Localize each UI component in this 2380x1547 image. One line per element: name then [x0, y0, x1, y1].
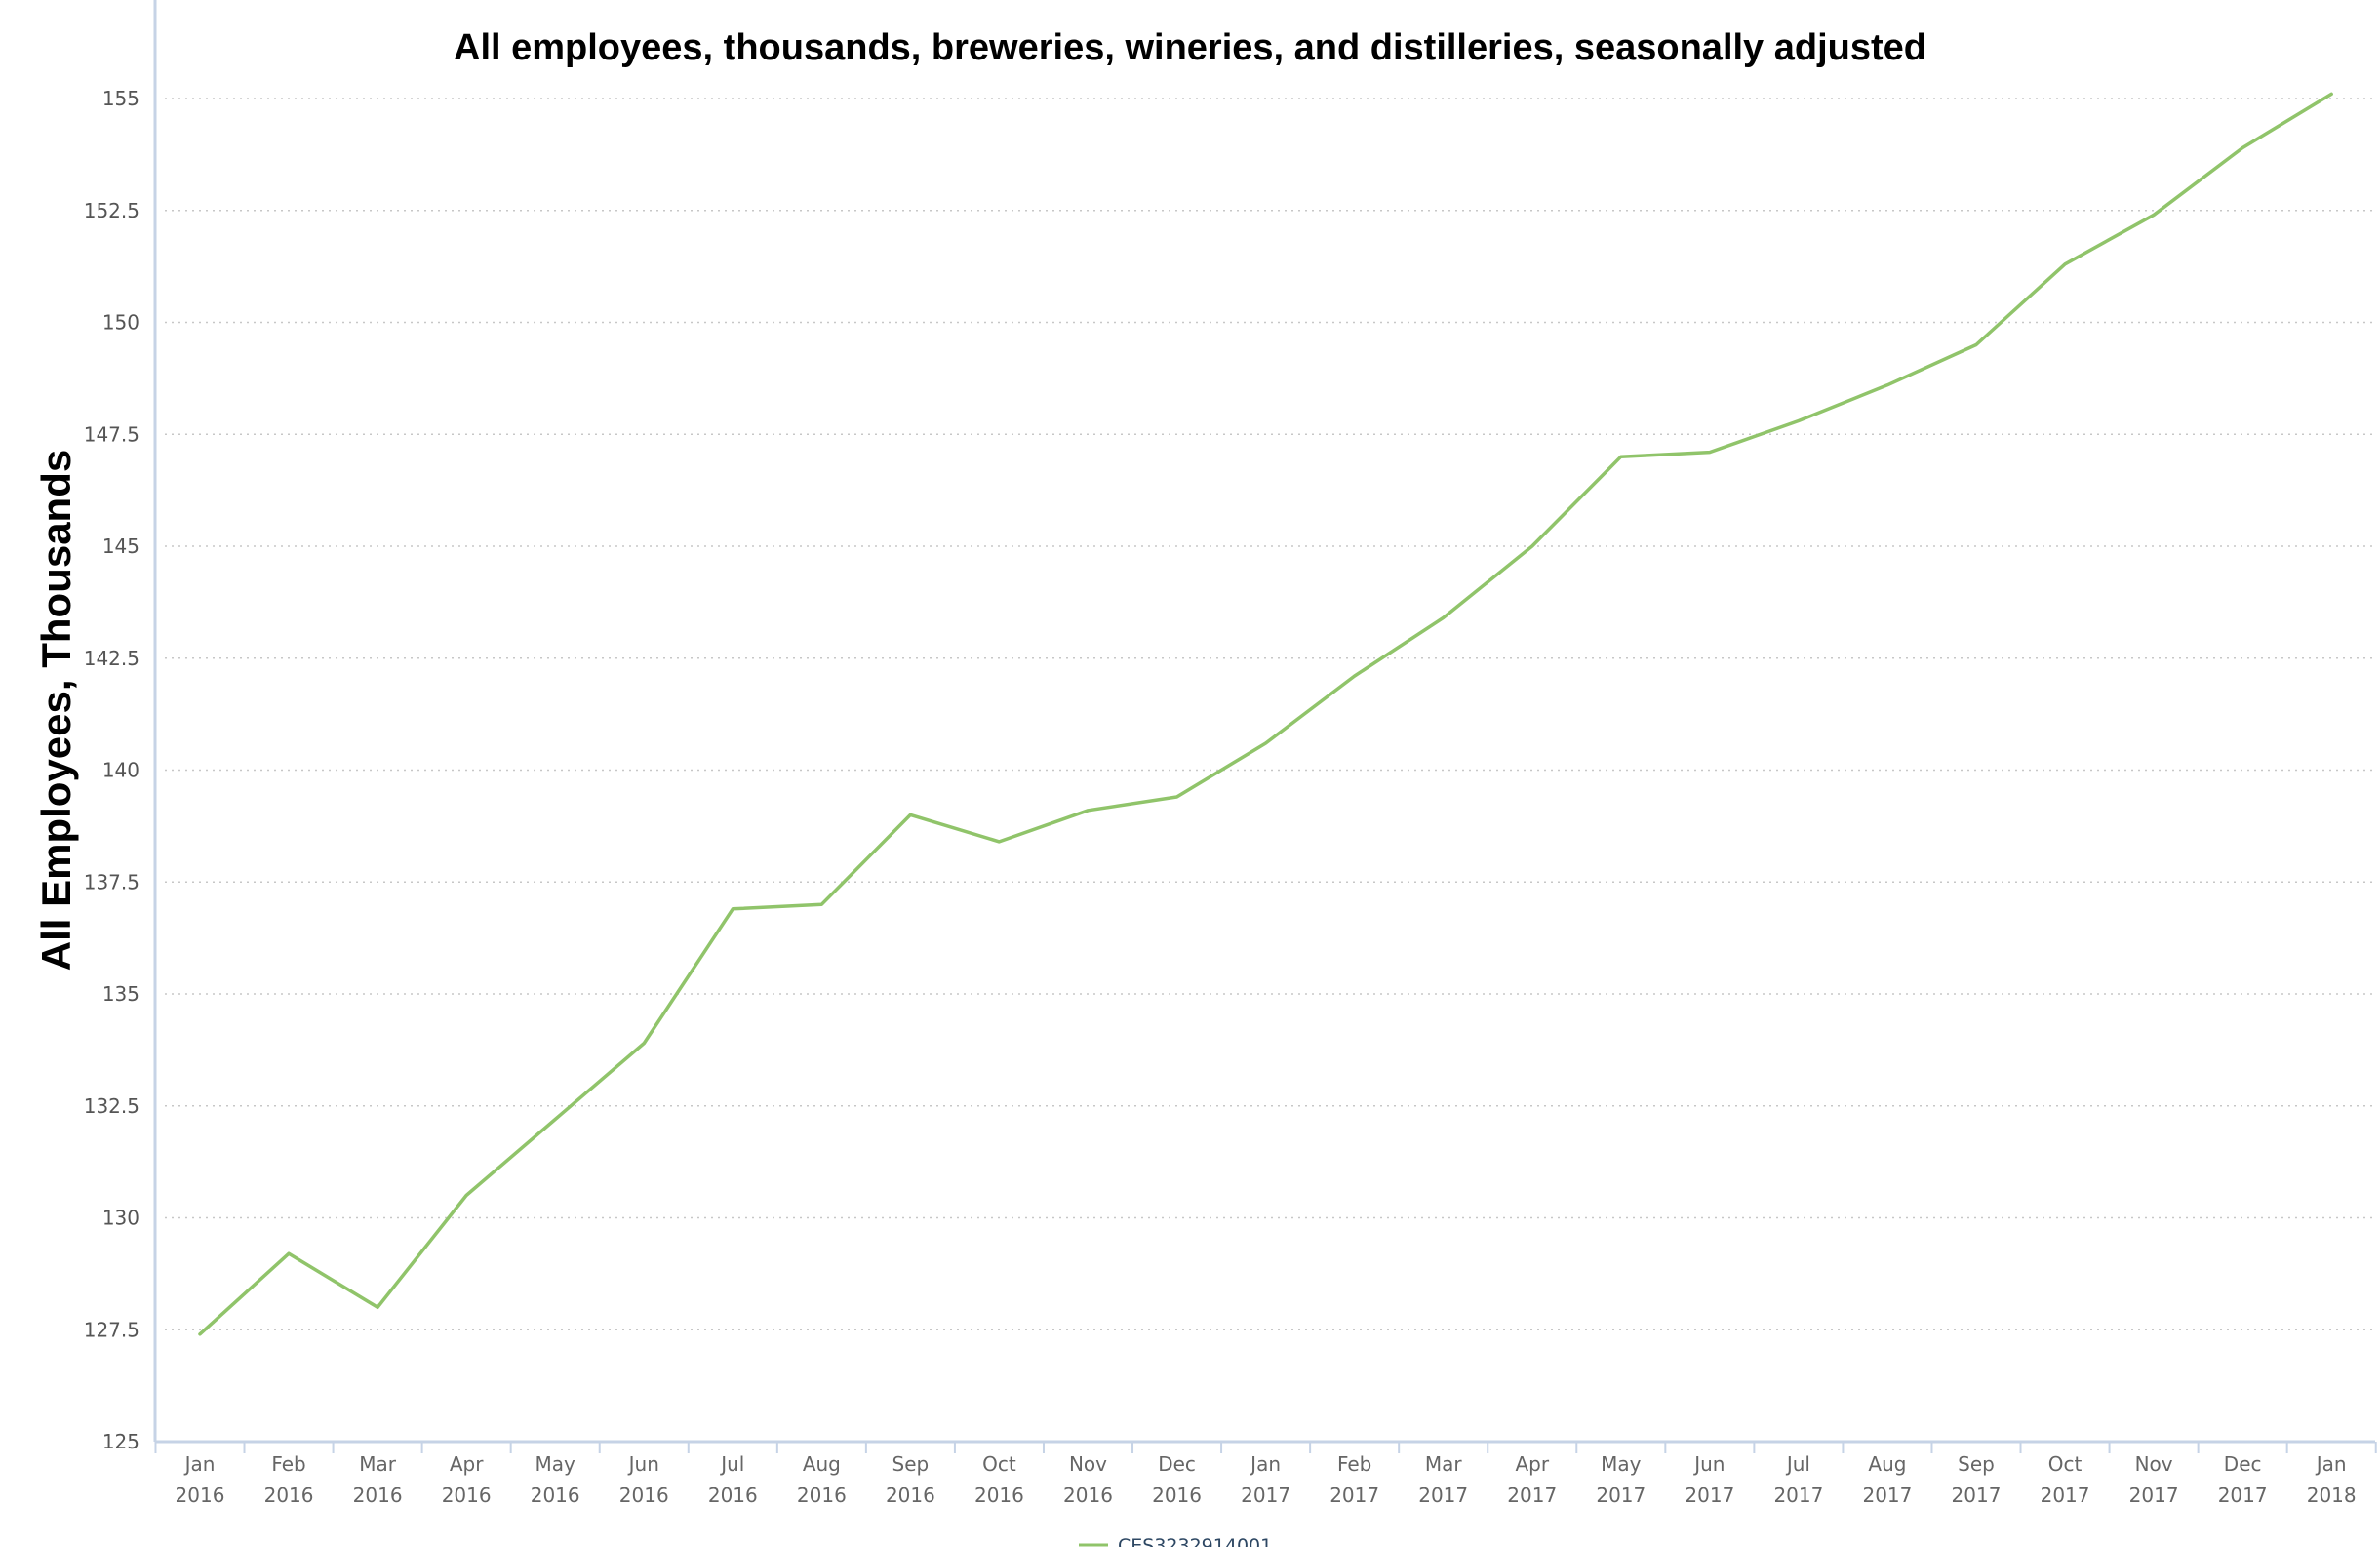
x-tick-label: May 2016	[531, 1452, 580, 1507]
y-tick-label: 135	[102, 982, 139, 1006]
series-layer	[198, 92, 2333, 1336]
y-tick-label: 150	[102, 311, 139, 335]
y-tick-label: 140	[102, 759, 139, 782]
x-tick-label: Jul 2017	[1773, 1452, 1823, 1507]
x-tick-label: Nov 2017	[2129, 1452, 2179, 1507]
y-tick-label: 137.5	[84, 870, 139, 893]
y-tick-label: 130	[102, 1207, 139, 1230]
x-tick-label: Oct 2017	[2041, 1452, 2090, 1507]
x-tick-label: Apr 2016	[442, 1452, 492, 1507]
legend-label: CES3232914001	[1118, 1535, 1272, 1547]
legend[interactable]: CES3232914001	[1079, 1535, 1272, 1547]
x-tick-label: Feb 2017	[1329, 1452, 1379, 1507]
y-tick-label: 132.5	[84, 1094, 139, 1118]
x-axis-ticks: Jan 2016 Feb 2016 Mar 2016 Apr 2016 May 2016 Jun 20…	[154, 1442, 2377, 1507]
x-tick-label: Dec 2017	[2218, 1452, 2268, 1507]
x-tick-label: Feb 2016	[264, 1452, 314, 1507]
x-tick-label: Jan 2018	[2307, 1452, 2357, 1507]
x-tick-label: Jun 2016	[619, 1452, 669, 1507]
x-tick-label: Jul 2016	[708, 1452, 758, 1507]
y-axis-ticks: 125 127.5 130 132.5 135 137.5 140 142.5 145 147.5…	[84, 87, 139, 1453]
x-tick-label: Sep 2016	[886, 1452, 935, 1507]
series-line-0	[198, 92, 2333, 1336]
chart-title: All employees, thousands, breweries, win…	[454, 27, 1926, 68]
x-tick-label: Aug 2017	[1862, 1452, 1912, 1507]
x-tick-label: Jan 2016	[176, 1452, 225, 1507]
y-tick-label: 127.5	[84, 1318, 139, 1341]
y-tick-label: 125	[102, 1430, 139, 1453]
x-tick-label: May 2017	[1596, 1452, 1646, 1507]
x-tick-label: Dec 2016	[1152, 1452, 1202, 1507]
x-tick-label: Jan 2017	[1241, 1452, 1290, 1507]
x-tick-label: Sep 2017	[1952, 1452, 2002, 1507]
y-tick-label: 142.5	[84, 647, 139, 670]
y-tick-label: 155	[102, 87, 139, 110]
x-tick-label: Nov 2016	[1063, 1452, 1113, 1507]
x-tick-label: Mar 2016	[353, 1452, 403, 1507]
y-tick-label: 147.5	[84, 422, 139, 446]
x-tick-label: Jun 2017	[1685, 1452, 1734, 1507]
x-tick-label: Apr 2017	[1507, 1452, 1557, 1507]
y-tick-label: 145	[102, 535, 139, 558]
y-tick-label: 152.5	[84, 199, 139, 222]
x-tick-label: Aug 2016	[797, 1452, 847, 1507]
x-tick-label: Mar 2017	[1418, 1452, 1468, 1507]
x-tick-label: Oct 2016	[974, 1452, 1024, 1507]
y-axis-label: All Employees, Thousands	[33, 450, 79, 971]
